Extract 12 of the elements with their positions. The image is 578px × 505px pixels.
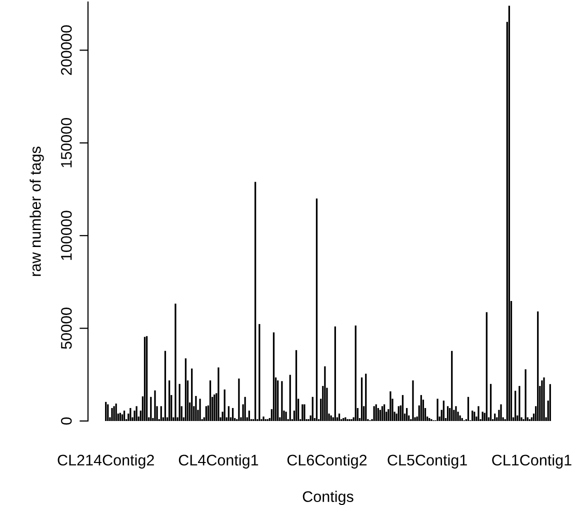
x-tick-label: CL4Contig1	[178, 454, 258, 469]
y-tick-label: 50000	[60, 308, 72, 349]
x-tick-label: CL6Contig2	[287, 454, 367, 469]
x-axis-title: Contigs	[302, 490, 354, 505]
y-tick-label: 200000	[60, 25, 72, 75]
x-tick-label: CL1Contig1	[492, 454, 572, 469]
x-tick-label: CL5Contig1	[388, 454, 467, 469]
x-tick-label: CL214Contig2	[58, 454, 154, 469]
y-tick-label: 150000	[60, 118, 72, 168]
y-axis-title: raw number of tags	[30, 146, 44, 276]
y-tick-label: 100000	[60, 210, 72, 260]
y-tick-label: 0	[60, 417, 72, 425]
